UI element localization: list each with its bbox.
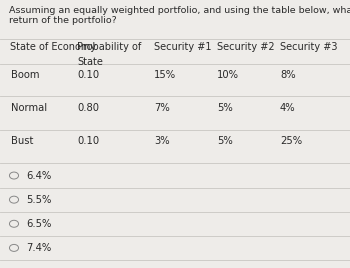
Text: 4%: 4% <box>280 103 296 113</box>
Text: 7%: 7% <box>154 103 170 113</box>
Text: 8%: 8% <box>280 70 296 80</box>
Text: Security #3: Security #3 <box>280 42 337 52</box>
Text: 3%: 3% <box>154 136 170 146</box>
Text: return of the portfolio?: return of the portfolio? <box>9 16 117 25</box>
Text: 5.5%: 5.5% <box>26 195 52 205</box>
Text: Security #2: Security #2 <box>217 42 275 52</box>
Text: 6.4%: 6.4% <box>26 170 51 181</box>
Text: 0.10: 0.10 <box>77 136 99 146</box>
Text: State of Economy: State of Economy <box>10 42 97 52</box>
Text: 0.80: 0.80 <box>77 103 99 113</box>
Text: 25%: 25% <box>280 136 302 146</box>
Text: Security #1: Security #1 <box>154 42 211 52</box>
Text: Probability of: Probability of <box>77 42 141 52</box>
Text: Bust: Bust <box>10 136 33 146</box>
Text: 5%: 5% <box>217 103 233 113</box>
Text: 15%: 15% <box>154 70 176 80</box>
Text: 10%: 10% <box>217 70 239 80</box>
Text: Normal: Normal <box>10 103 47 113</box>
Text: 5%: 5% <box>217 136 233 146</box>
Text: State: State <box>77 57 103 67</box>
Text: 6.5%: 6.5% <box>26 219 52 229</box>
Text: 7.4%: 7.4% <box>26 243 51 253</box>
Text: Assuming an equally weighted portfolio, and using the table below, what is the e: Assuming an equally weighted portfolio, … <box>9 6 350 15</box>
Text: 0.10: 0.10 <box>77 70 99 80</box>
Text: Boom: Boom <box>10 70 39 80</box>
